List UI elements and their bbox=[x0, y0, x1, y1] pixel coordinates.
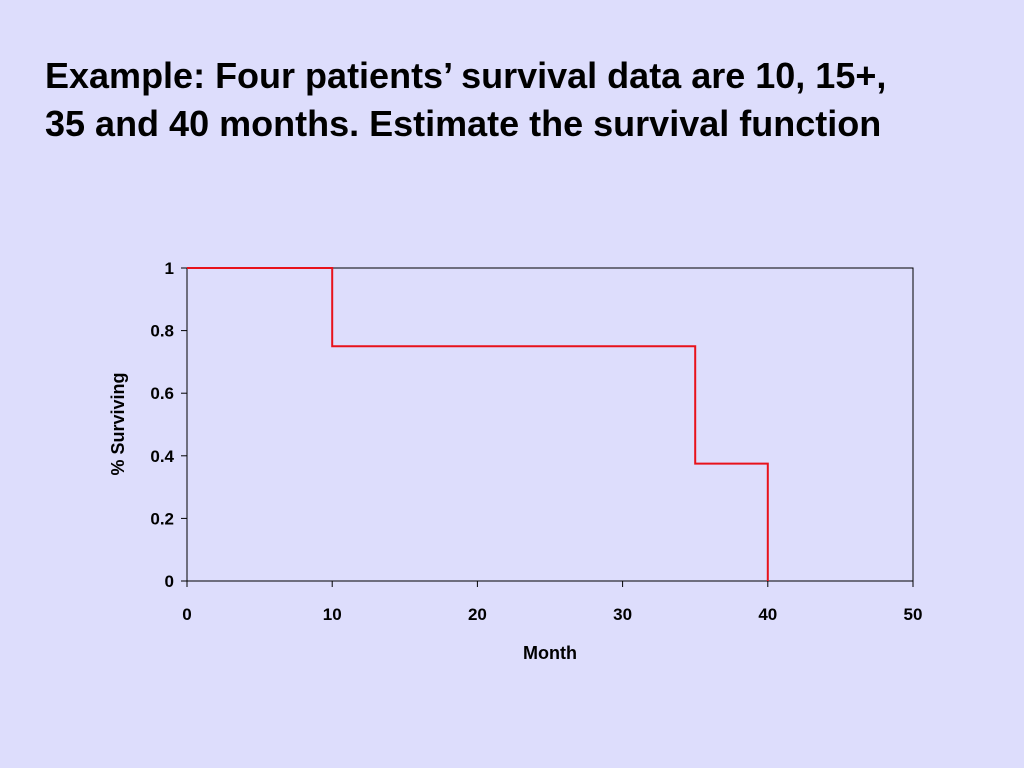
y-tick-label: 0 bbox=[165, 572, 174, 591]
x-tick-label: 50 bbox=[904, 605, 923, 624]
x-axis-label: Month bbox=[523, 643, 577, 663]
y-tick-label: 0.8 bbox=[150, 322, 174, 341]
y-tick-label: 0.2 bbox=[150, 509, 174, 528]
y-axis: 0 0.2 0.4 0.6 0.8 1 bbox=[150, 259, 187, 591]
x-tick-label: 20 bbox=[468, 605, 487, 624]
y-tick-label: 0.4 bbox=[150, 447, 174, 466]
plot-area bbox=[186, 267, 914, 582]
x-tick-label: 10 bbox=[323, 605, 342, 624]
x-tick-label: 0 bbox=[182, 605, 191, 624]
y-tick-label: 1 bbox=[165, 259, 174, 278]
x-tick-label: 40 bbox=[758, 605, 777, 624]
x-tick-label: 30 bbox=[613, 605, 632, 624]
survival-step-line bbox=[187, 267, 769, 581]
y-tick-label: 0.6 bbox=[150, 384, 174, 403]
slide-title: Example: Four patients’ survival data ar… bbox=[45, 52, 1005, 148]
y-axis-label: % Surviving bbox=[108, 372, 128, 475]
slide-title-line-1: Example: Four patients’ survival data ar… bbox=[45, 55, 887, 96]
x-axis: 0 10 20 30 40 50 bbox=[182, 581, 922, 624]
slide-title-line-2: 35 and 40 months. Estimate the survival … bbox=[45, 103, 882, 144]
